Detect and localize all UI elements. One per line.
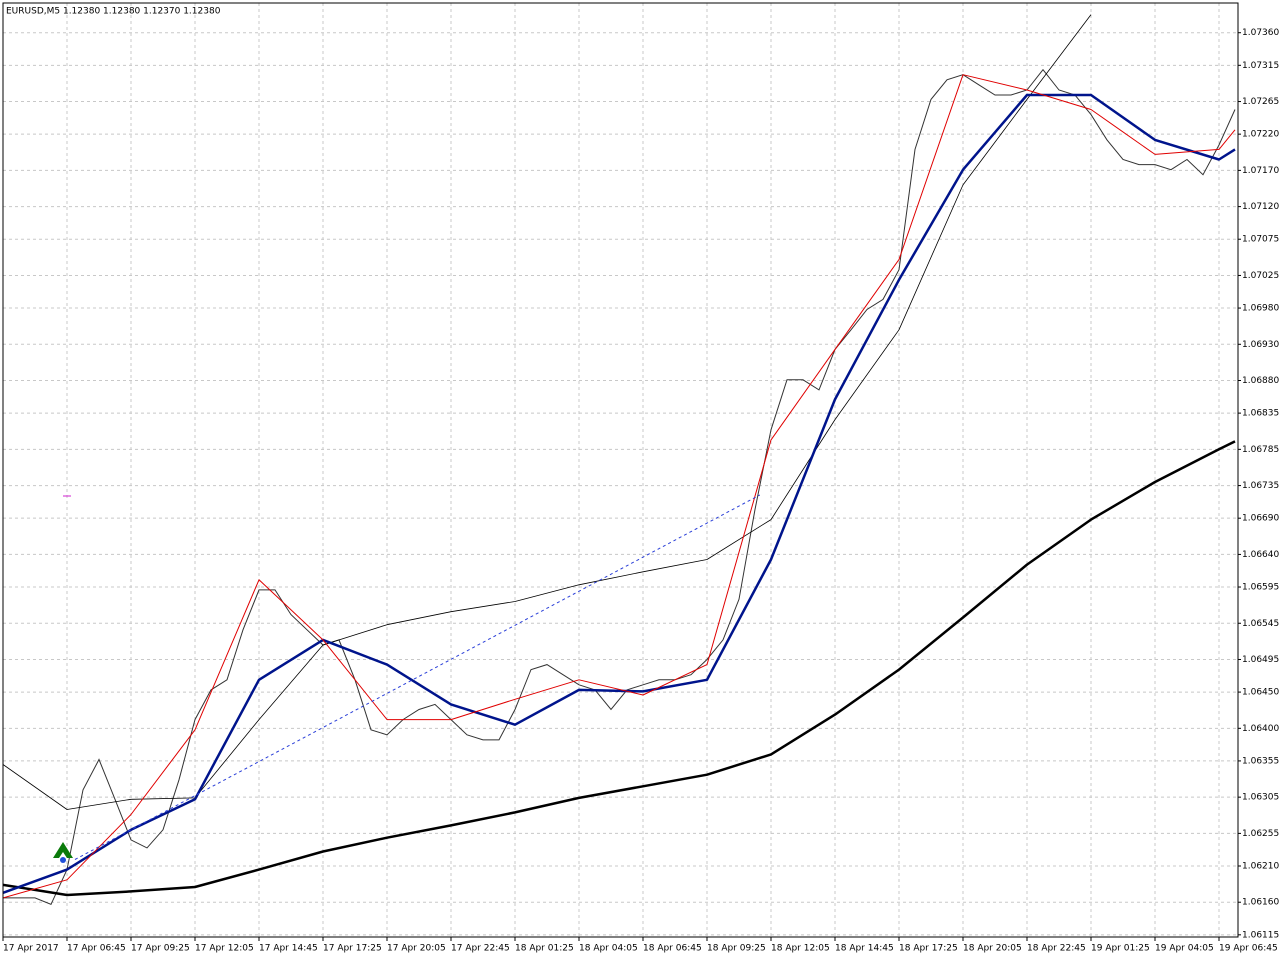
y-tick-label: 1.07025 <box>1242 271 1279 281</box>
x-tick-label: 18 Apr 14:45 <box>835 944 894 954</box>
x-tick-label: 17 Apr 14:45 <box>259 944 318 954</box>
x-tick-label: 19 Apr 06:45 <box>1219 944 1278 954</box>
y-tick-label: 1.06880 <box>1242 376 1279 386</box>
y-tick-label: 1.06210 <box>1242 861 1279 871</box>
y-tick-label: 1.06160 <box>1242 898 1279 908</box>
x-tick-label: 17 Apr 09:25 <box>131 944 190 954</box>
x-tick-label: 18 Apr 04:05 <box>579 944 638 954</box>
x-tick-label: 18 Apr 22:45 <box>1027 944 1086 954</box>
y-tick-label: 1.07265 <box>1242 97 1279 107</box>
x-tick-label: 18 Apr 09:25 <box>707 944 766 954</box>
y-tick-label: 1.06640 <box>1242 550 1279 560</box>
x-tick-label: 18 Apr 20:05 <box>963 944 1022 954</box>
moving-average <box>3 14 1092 810</box>
plot-area <box>3 14 1236 906</box>
x-tick-label: 17 Apr 06:45 <box>67 944 126 954</box>
x-tick-label: 19 Apr 01:25 <box>1091 944 1150 954</box>
x-tick-label: 18 Apr 12:05 <box>771 944 830 954</box>
y-tick-label: 1.06980 <box>1242 304 1279 314</box>
y-tick-label: 1.06255 <box>1242 829 1279 839</box>
chart-title: EURUSD,M5 1.12380 1.12380 1.12370 1.1238… <box>6 7 221 17</box>
y-tick-label: 1.06785 <box>1242 445 1279 455</box>
y-tick-label: 1.07120 <box>1242 202 1279 212</box>
y-tick-label: 1.06835 <box>1242 409 1279 419</box>
plot-frame <box>2 2 1239 938</box>
x-tick-label: 17 Apr 17:25 <box>323 944 382 954</box>
y-tick-label: 1.06450 <box>1242 688 1279 698</box>
x-tick-label: 18 Apr 17:25 <box>899 944 958 954</box>
y-tick-label: 1.07315 <box>1242 61 1279 71</box>
y-tick-label: 1.06545 <box>1242 619 1279 629</box>
y-tick-label: 1.06595 <box>1242 583 1279 593</box>
buy-arrow <box>53 842 73 863</box>
x-tick-label: 18 Apr 06:45 <box>643 944 702 954</box>
x-tick-label: 17 Apr 20:05 <box>387 944 446 954</box>
price-line <box>3 68 1236 906</box>
y-tick-label: 1.06690 <box>1242 514 1279 524</box>
moving-average <box>3 93 1236 894</box>
x-tick-label: 17 Apr 2017 <box>3 944 59 954</box>
y-tick-label: 1.07220 <box>1242 130 1279 140</box>
y-tick-label: 1.07360 <box>1242 28 1279 38</box>
grid <box>3 3 1238 937</box>
y-tick-label: 1.06930 <box>1242 340 1279 350</box>
y-tick-label: 1.06355 <box>1242 756 1279 766</box>
moving-average <box>3 440 1236 897</box>
y-tick-label: 1.06735 <box>1242 481 1279 491</box>
y-tick-label: 1.06495 <box>1242 655 1279 665</box>
x-tick-label: 17 Apr 22:45 <box>451 944 510 954</box>
x-tick-label: 17 Apr 12:05 <box>195 944 254 954</box>
x-tick-label: 18 Apr 01:25 <box>515 944 574 954</box>
y-tick-label: 1.07075 <box>1242 235 1279 245</box>
y-tick-label: 1.06305 <box>1242 793 1279 803</box>
moving-average <box>3 74 1236 899</box>
y-tick-label: 1.07170 <box>1242 166 1279 176</box>
y-tick-label: 1.06115 <box>1242 930 1279 940</box>
x-tick-label: 19 Apr 04:05 <box>1155 944 1214 954</box>
y-tick-label: 1.06400 <box>1242 724 1279 734</box>
